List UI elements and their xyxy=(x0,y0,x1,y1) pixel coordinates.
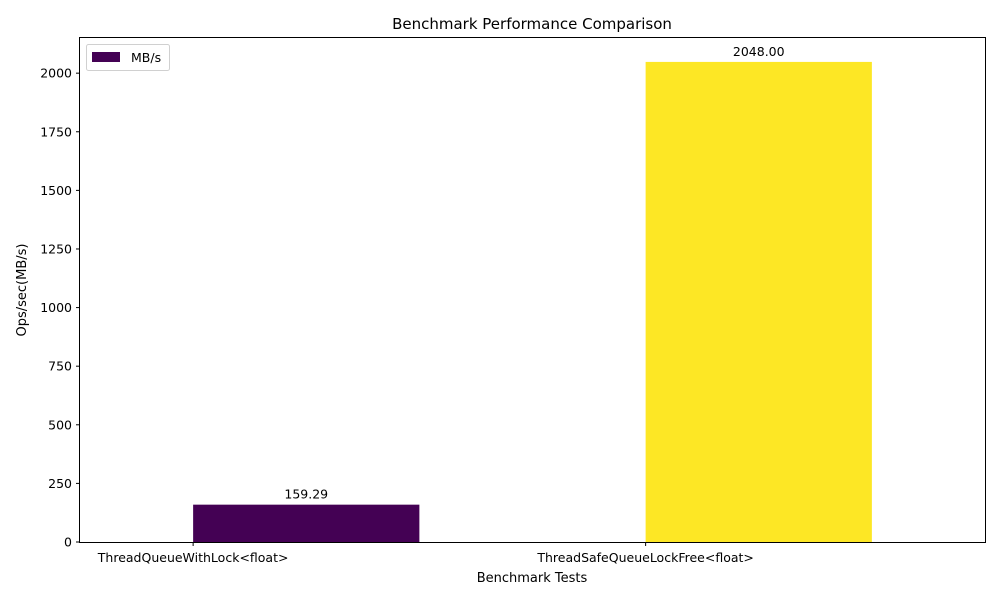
y-tick-label-6: 1500 xyxy=(40,183,72,198)
plot-frame xyxy=(79,37,986,543)
y-tick-label-1: 250 xyxy=(48,476,72,491)
x-tick-label-1: ThreadSafeQueueLockFree<float> xyxy=(536,550,754,565)
y-tick-label-5: 1250 xyxy=(40,241,72,256)
bar-0 xyxy=(193,504,420,542)
x-axis: ThreadQueueWithLock<float> ThreadSafeQueu… xyxy=(97,542,754,565)
data-label-1: 2048.00 xyxy=(733,44,785,59)
y-tick-label-8: 2000 xyxy=(40,66,72,81)
legend-swatch xyxy=(92,52,120,62)
y-tick-label-7: 1750 xyxy=(40,124,72,139)
data-labels-layer: 159.29 2048.00 xyxy=(284,44,784,502)
y-tick-label-0: 0 xyxy=(64,535,72,550)
x-axis-label: Benchmark Tests xyxy=(477,571,588,586)
y-tick-label-3: 750 xyxy=(48,359,72,374)
chart-title: Benchmark Performance Comparison xyxy=(392,15,672,33)
y-tick-label-2: 500 xyxy=(48,417,72,432)
y-tick-label-4: 1000 xyxy=(40,300,72,315)
legend: MB/s xyxy=(86,44,170,71)
x-tick-label-0: ThreadQueueWithLock<float> xyxy=(97,550,289,565)
y-axis-label: Ops/sec(MB/s) xyxy=(15,244,30,337)
legend-label: MB/s xyxy=(131,50,161,65)
data-label-0: 159.29 xyxy=(284,487,328,502)
bar-1 xyxy=(645,61,872,542)
bars-layer xyxy=(193,61,872,542)
legend-box xyxy=(86,44,170,71)
y-axis: 0 250 500 750 1000 1250 1500 1750 2000 xyxy=(40,66,80,550)
